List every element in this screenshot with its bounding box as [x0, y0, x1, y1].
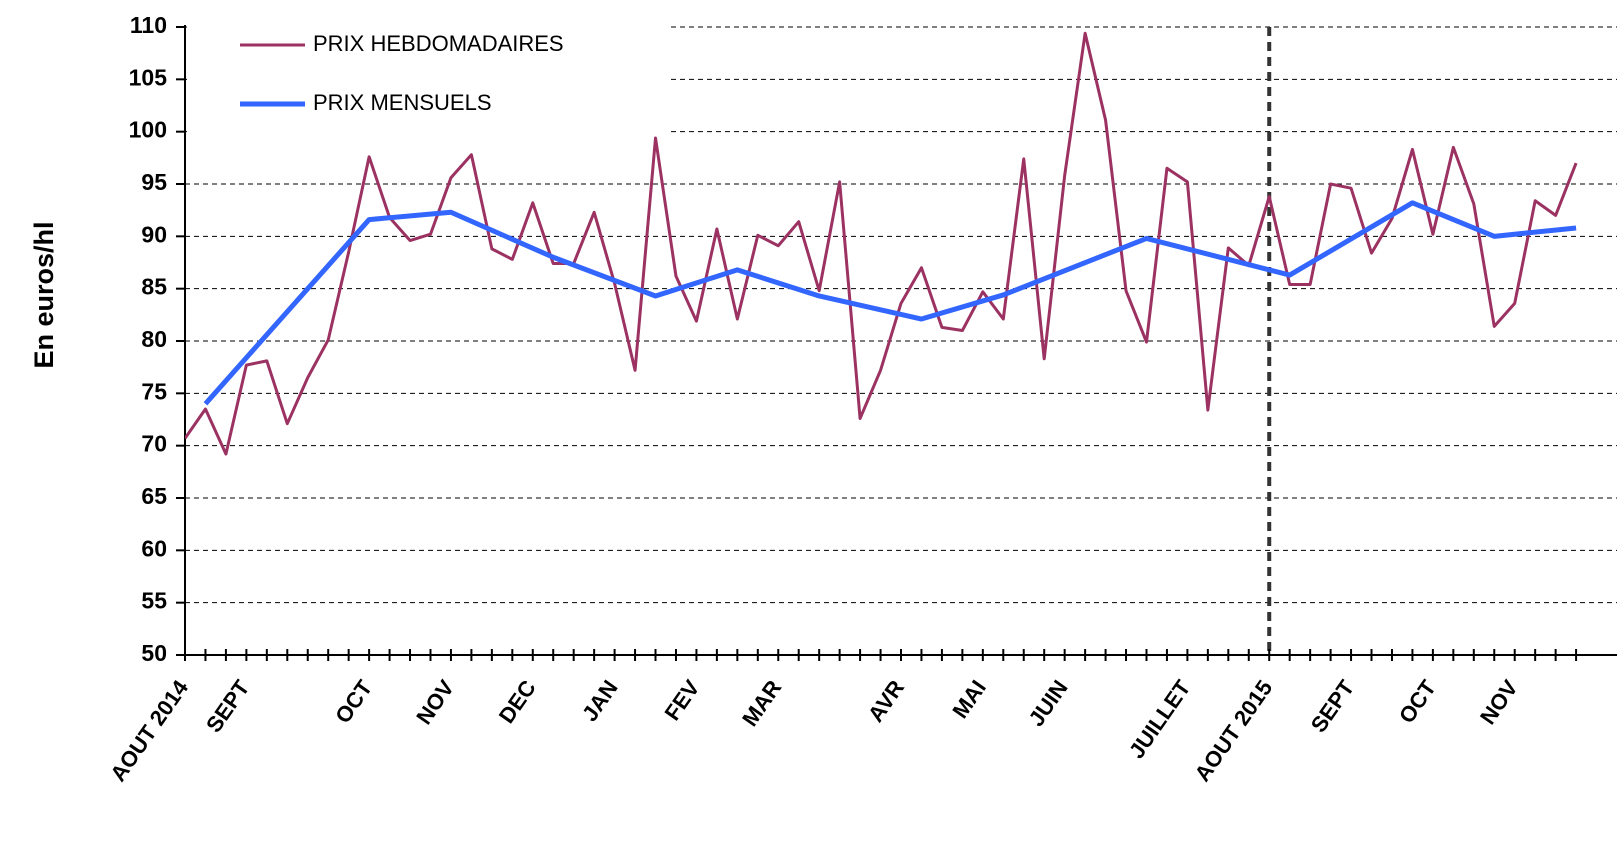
x-tick-label: OCT — [330, 675, 377, 728]
x-tick-label: OCT — [1394, 675, 1441, 728]
x-tick-label: JUILLET — [1124, 675, 1196, 763]
x-tick-label: FEV — [659, 675, 704, 725]
x-tick-label: MAI — [947, 676, 991, 723]
y-tick-label: 95 — [141, 169, 167, 195]
legend-label: PRIX MENSUELS — [313, 90, 492, 115]
y-tick-label: 85 — [141, 274, 167, 300]
x-tick-label: AOUT 2015 — [1190, 676, 1278, 787]
legend-label: PRIX HEBDOMADAIRES — [313, 31, 564, 56]
y-tick-label: 105 — [129, 64, 168, 90]
x-tick-label: JUIN — [1024, 676, 1073, 731]
x-tick-label: NOV — [1475, 675, 1523, 729]
x-tick-label: NOV — [411, 675, 459, 729]
series-line — [185, 31, 1578, 456]
x-tick-label: JAN — [577, 676, 623, 726]
x-tick-label: SEPT — [201, 675, 255, 737]
y-tick-label: 55 — [141, 588, 167, 614]
x-tick-label: AOUT 2014 — [105, 675, 193, 786]
y-tick-label: 70 — [141, 431, 167, 457]
x-tick-label: AVR — [863, 675, 909, 726]
legend-background — [187, 15, 667, 133]
series-line — [203, 200, 1577, 406]
x-tick-label: MAR — [737, 675, 786, 730]
plot-area — [185, 31, 1578, 456]
y-tick-label: 50 — [141, 640, 167, 666]
y-tick-label: 65 — [141, 483, 167, 509]
y-tick-label: 60 — [141, 535, 167, 561]
y-tick-label: 110 — [130, 12, 167, 38]
y-axis-label: En euros/hl — [29, 221, 59, 368]
y-tick-label: 80 — [141, 326, 167, 352]
x-tick-label: DEC — [494, 675, 541, 727]
y-tick-label: 100 — [129, 117, 167, 143]
x-tick-label: SEPT — [1306, 675, 1360, 737]
y-tick-label: 75 — [141, 378, 167, 404]
y-tick-label: 90 — [141, 221, 167, 247]
